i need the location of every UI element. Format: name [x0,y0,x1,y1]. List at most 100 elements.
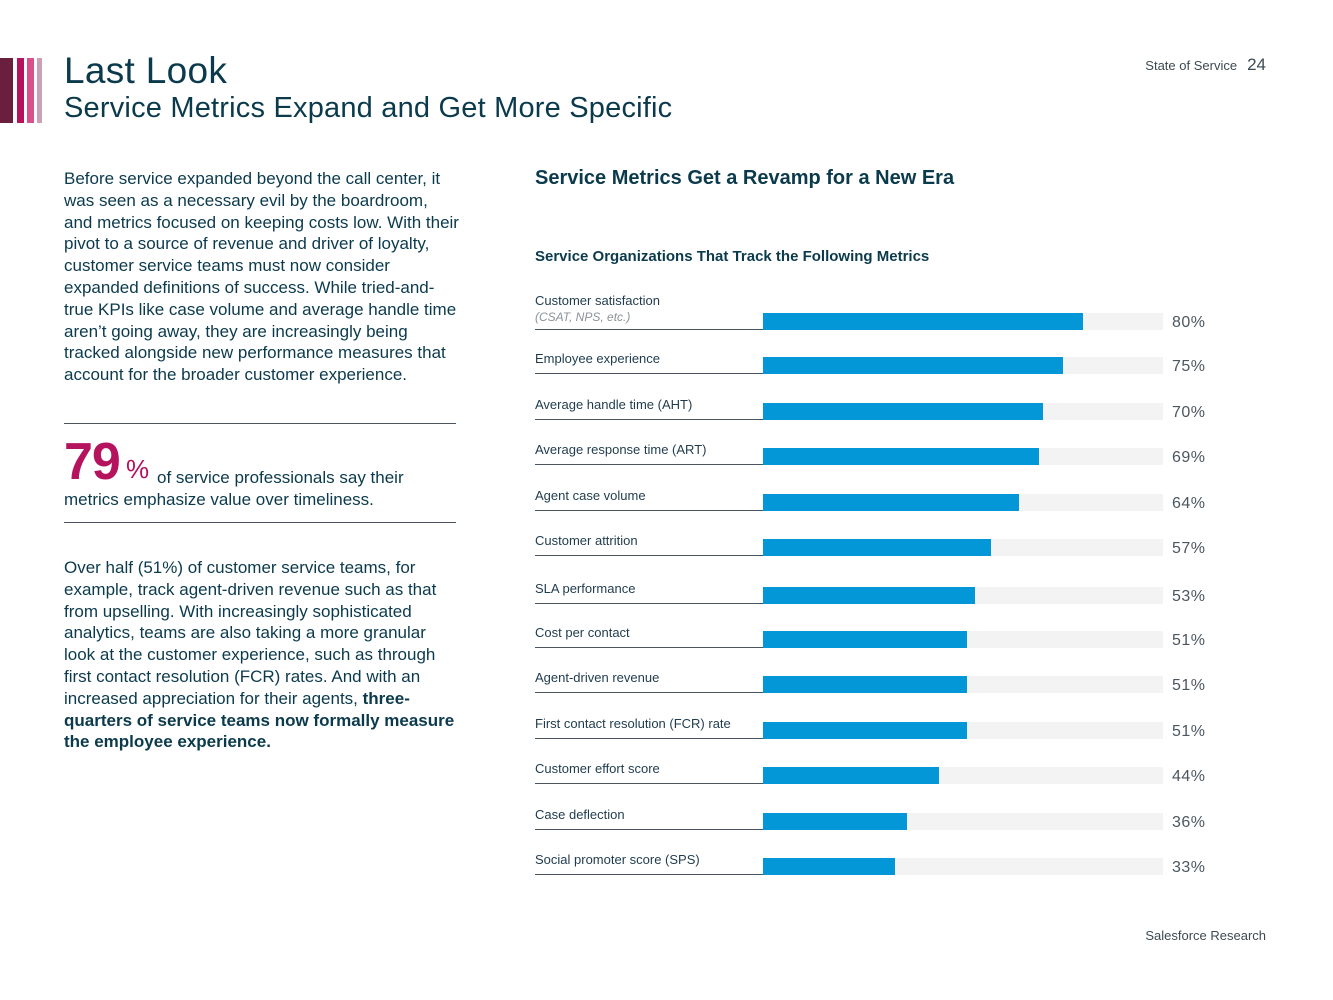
bar-label: Customer attrition [535,533,638,548]
bar [763,767,939,784]
bar [763,357,1063,374]
bar-label: Agent-driven revenue [535,670,660,685]
chart-row: Cost per contact 51% [535,618,1225,649]
bar-label: Average handle time (AHT) [535,397,693,412]
label-underline [535,510,763,511]
chart-row: First contact resolution (FCR) rate 51% [535,709,1225,740]
label-underline [535,829,763,830]
bar-track [763,357,1163,374]
chart-row: Customer effort score 44% [535,754,1225,785]
chart-row: Customer satisfaction (CSAT, NPS, etc.) 80… [535,293,1225,331]
bar-value-label: 44% [1172,768,1206,785]
bar [763,539,991,556]
bar-label: Average response time (ART) [535,442,707,457]
detail-paragraph-text: Over half (51%) of customer service team… [64,558,437,708]
stripe [0,58,13,123]
bar [763,676,967,693]
bar-track [763,403,1163,420]
bar-track [763,539,1163,556]
report-header: State of Service 24 [1145,55,1266,75]
bar-value-label: 70% [1172,404,1206,421]
detail-paragraph-highlight: three-quarters of service teams now form… [64,688,455,752]
label-underline [535,874,763,875]
bar [763,813,907,830]
bar-label: Social promoter score (SPS) [535,852,700,867]
bar [763,722,967,739]
stat-number: 79 [64,433,121,491]
bar [763,448,1039,465]
report-name: State of Service [1145,58,1238,73]
bar-value-label: 69% [1172,449,1206,466]
intro-paragraph: Before service expanded beyond the call … [64,169,459,385]
bar-value-label: 75% [1172,358,1206,375]
bar-track [763,448,1163,465]
brand-stripes [0,58,42,123]
stat-callout: 79 % of service professionals say their … [64,423,456,523]
stat-text-line1: of service professionals say their [157,468,404,487]
footer-source: Salesforce Research [1145,928,1266,943]
bar [763,587,975,604]
bar-label: Customer satisfaction [535,293,660,308]
bar-track [763,767,1163,784]
bar-track [763,587,1163,604]
stripe [17,58,24,123]
bar [763,313,1083,330]
bar-label: Case deflection [535,807,625,822]
bar [763,631,967,648]
bar-track [763,858,1163,875]
bar-track [763,494,1163,511]
bar-value-label: 80% [1172,314,1206,331]
page-number: 24 [1247,55,1266,74]
bar-value-label: 51% [1172,677,1206,694]
bar-value-label: 51% [1172,632,1206,649]
chart-row: SLA performance 53% [535,574,1225,605]
bar [763,858,895,875]
bar-track [763,631,1163,648]
label-underline [535,603,763,604]
bar [763,403,1043,420]
label-underline [535,738,763,739]
label-underline [535,373,763,374]
bar-label: Customer effort score [535,761,660,776]
page-subtitle: Service Metrics Expand and Get More Spec… [64,92,673,124]
bar-track [763,722,1163,739]
detail-paragraph: Over half (51%) of customer service team… [64,557,459,753]
label-underline [535,692,763,693]
chart-row: Agent-driven revenue 51% [535,663,1225,694]
bar-track [763,813,1163,830]
chart-row: Customer attrition 57% [535,526,1225,557]
bar-label: First contact resolution (FCR) rate [535,716,731,731]
stat-percent-sign: % [126,454,150,484]
stripe [37,58,42,123]
chart-subtitle: Service Organizations That Track the Fol… [535,248,930,265]
bar-value-label: 57% [1172,540,1206,557]
bar-value-label: 33% [1172,859,1206,876]
chart-row: Case deflection 36% [535,800,1225,831]
bar-value-label: 51% [1172,723,1206,740]
label-underline [535,419,763,420]
bar-track [763,676,1163,693]
bar-value-label: 36% [1172,814,1206,831]
chart-row: Average response time (ART) 69% [535,435,1225,466]
chart-row: Employee experience 75% [535,344,1225,375]
chart-row: Agent case volume 64% [535,481,1225,512]
chart-row: Social promoter score (SPS) 33% [535,845,1225,876]
label-underline [535,329,763,330]
bar [763,494,1019,511]
label-underline [535,464,763,465]
bar-sublabel: (CSAT, NPS, etc.) [535,310,631,324]
chart-title: Service Metrics Get a Revamp for a New E… [535,167,955,189]
bar-value-label: 53% [1172,588,1206,605]
bar-label: Employee experience [535,351,661,366]
label-underline [535,647,763,648]
bar-value-label: 64% [1172,495,1206,512]
label-underline [535,555,763,556]
stripe [27,58,34,123]
stat-text-line2: metrics emphasize value over timeliness. [64,490,374,509]
bar-label: SLA performance [535,581,636,596]
bar-label: Cost per contact [535,625,630,640]
label-underline [535,783,763,784]
bar-track [763,313,1163,330]
bar-label: Agent case volume [535,488,646,503]
chart-row: Average handle time (AHT) 70% [535,390,1225,421]
